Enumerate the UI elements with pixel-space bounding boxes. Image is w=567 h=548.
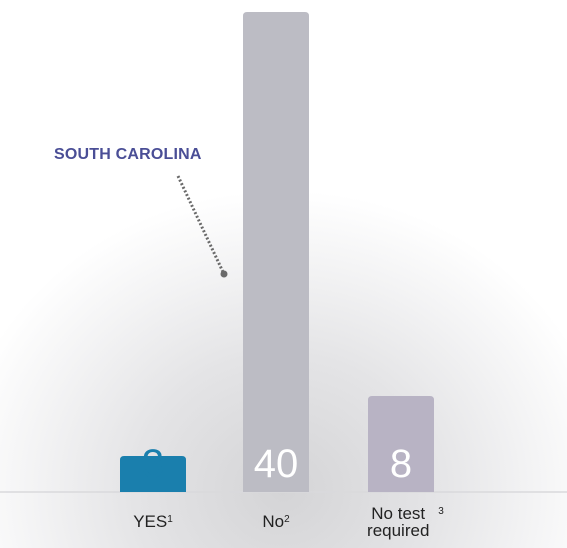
bar-yes [120, 456, 186, 492]
data-label-no: 40 [254, 442, 299, 486]
annotation-leader-line [176, 175, 225, 273]
bar-no-test-required [368, 396, 434, 492]
x-tick-label-no-test-required: No test required3 [367, 504, 444, 540]
x-tick-label-no: No2 [262, 512, 290, 531]
annotation-south-carolina: SOUTH CAROLINA [54, 146, 202, 163]
data-label-yes: 3 [142, 442, 164, 486]
data-label-no-test-required: 8 [390, 442, 412, 486]
x-tick-label-yes: YES1 [133, 512, 173, 531]
bar-no [243, 12, 309, 492]
annotation-marker [220, 270, 228, 278]
